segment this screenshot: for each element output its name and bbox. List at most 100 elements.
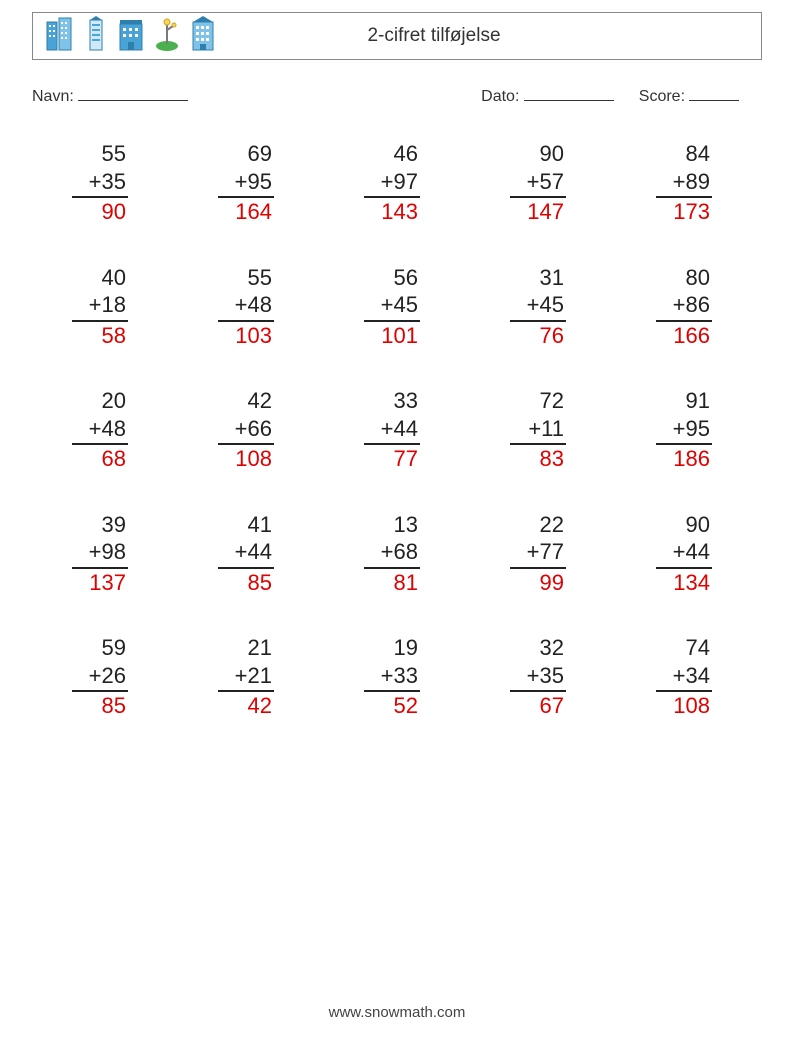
- answer: 81: [324, 569, 420, 597]
- answer: 166: [616, 322, 712, 350]
- operand-b: +48: [224, 291, 272, 319]
- operand-b: +48: [78, 415, 126, 443]
- problem-operands: 39+98: [72, 511, 128, 569]
- problem-cell: 90+44134: [616, 511, 762, 597]
- answer: 134: [616, 569, 712, 597]
- operand-a: 39: [78, 511, 126, 539]
- answer: 103: [178, 322, 274, 350]
- header-box: 2-cifret tilføjelse: [32, 12, 762, 60]
- operand-b: +86: [662, 291, 710, 319]
- problem-cell: 80+86 166: [616, 264, 762, 350]
- operand-a: 91: [662, 387, 710, 415]
- operand-b: +89: [662, 168, 710, 196]
- problem-cell: 72+1183: [470, 387, 616, 473]
- operand-b: +44: [370, 415, 418, 443]
- answer: 85: [178, 569, 274, 597]
- operand-b: +97: [370, 168, 418, 196]
- problem-cell: 42+66108: [178, 387, 324, 473]
- operand-a: 41: [224, 511, 272, 539]
- problem-cell: 74+34108: [616, 634, 762, 720]
- lamp-tree-icon: [155, 16, 179, 57]
- operand-a: 56: [370, 264, 418, 292]
- answer: 58: [32, 322, 128, 350]
- operand-b: +45: [516, 291, 564, 319]
- problem-cell: 22+77 99: [470, 511, 616, 597]
- answer: 77: [324, 445, 420, 473]
- problem-operands: 21+21: [218, 634, 274, 692]
- operand-a: 69: [224, 140, 272, 168]
- answer: 147: [470, 198, 566, 226]
- answer: 99: [470, 569, 566, 597]
- problem-cell: 69+95164: [178, 140, 324, 226]
- operand-a: 42: [224, 387, 272, 415]
- answer: 83: [470, 445, 566, 473]
- operand-b: +66: [224, 415, 272, 443]
- operand-a: 31: [516, 264, 564, 292]
- problem-operands: 41+44: [218, 511, 274, 569]
- answer: 173: [616, 198, 712, 226]
- problem-operands: 74+34: [656, 634, 712, 692]
- answer: 108: [178, 445, 274, 473]
- operand-b: +68: [370, 538, 418, 566]
- operand-a: 84: [662, 140, 710, 168]
- problem-cell: 20+4868: [32, 387, 178, 473]
- problem-cell: 39+98137: [32, 511, 178, 597]
- operand-a: 33: [370, 387, 418, 415]
- problem-operands: 40+18: [72, 264, 128, 322]
- problem-cell: 13+6881: [324, 511, 470, 597]
- answer: 143: [324, 198, 420, 226]
- info-fields: Navn: Dato: Score:: [32, 86, 762, 106]
- problem-operands: 19+33: [364, 634, 420, 692]
- score-line: [689, 86, 739, 101]
- operand-a: 13: [370, 511, 418, 539]
- operand-a: 46: [370, 140, 418, 168]
- operand-a: 90: [516, 140, 564, 168]
- problem-operands: 13+68: [364, 511, 420, 569]
- building-icon-4: [189, 16, 217, 57]
- answer: 108: [616, 692, 712, 720]
- problem-cell: 91+95186: [616, 387, 762, 473]
- operand-b: +45: [370, 291, 418, 319]
- answer: 68: [32, 445, 128, 473]
- operand-b: +33: [370, 662, 418, 690]
- operand-b: +77: [516, 538, 564, 566]
- operand-b: +98: [78, 538, 126, 566]
- operand-a: 90: [662, 511, 710, 539]
- operand-a: 72: [516, 387, 564, 415]
- name-label: Navn:: [32, 88, 74, 106]
- problem-operands: 84+89: [656, 140, 712, 198]
- answer: 90: [32, 198, 128, 226]
- answer: 137: [32, 569, 128, 597]
- problem-cell: 40+1858: [32, 264, 178, 350]
- header-icons: [33, 16, 217, 57]
- answer: 67: [470, 692, 566, 720]
- problems-grid: 55+359069+9516446+9714390+5714784+891734…: [32, 140, 762, 720]
- problem-cell: 56+45101: [324, 264, 470, 350]
- problem-operands: 32+35: [510, 634, 566, 692]
- problem-cell: 55+48 103: [178, 264, 324, 350]
- problem-operands: 42+66: [218, 387, 274, 445]
- problem-operands: 20+48: [72, 387, 128, 445]
- operand-a: 19: [370, 634, 418, 662]
- operand-a: 59: [78, 634, 126, 662]
- operand-b: +44: [662, 538, 710, 566]
- problem-operands: 56+45: [364, 264, 420, 322]
- operand-a: 55: [78, 140, 126, 168]
- operand-b: +57: [516, 168, 564, 196]
- problem-cell: 21+2142: [178, 634, 324, 720]
- operand-a: 20: [78, 387, 126, 415]
- operand-b: +26: [78, 662, 126, 690]
- operand-a: 40: [78, 264, 126, 292]
- operand-a: 55: [224, 264, 272, 292]
- answer: 101: [324, 322, 420, 350]
- operand-a: 80: [662, 264, 710, 292]
- operand-a: 22: [516, 511, 564, 539]
- problem-cell: 84+89173: [616, 140, 762, 226]
- answer: 186: [616, 445, 712, 473]
- answer: 42: [178, 692, 274, 720]
- operand-b: +18: [78, 291, 126, 319]
- problem-cell: 33+4477: [324, 387, 470, 473]
- operand-a: 32: [516, 634, 564, 662]
- operand-b: +95: [224, 168, 272, 196]
- problem-operands: 90+44: [656, 511, 712, 569]
